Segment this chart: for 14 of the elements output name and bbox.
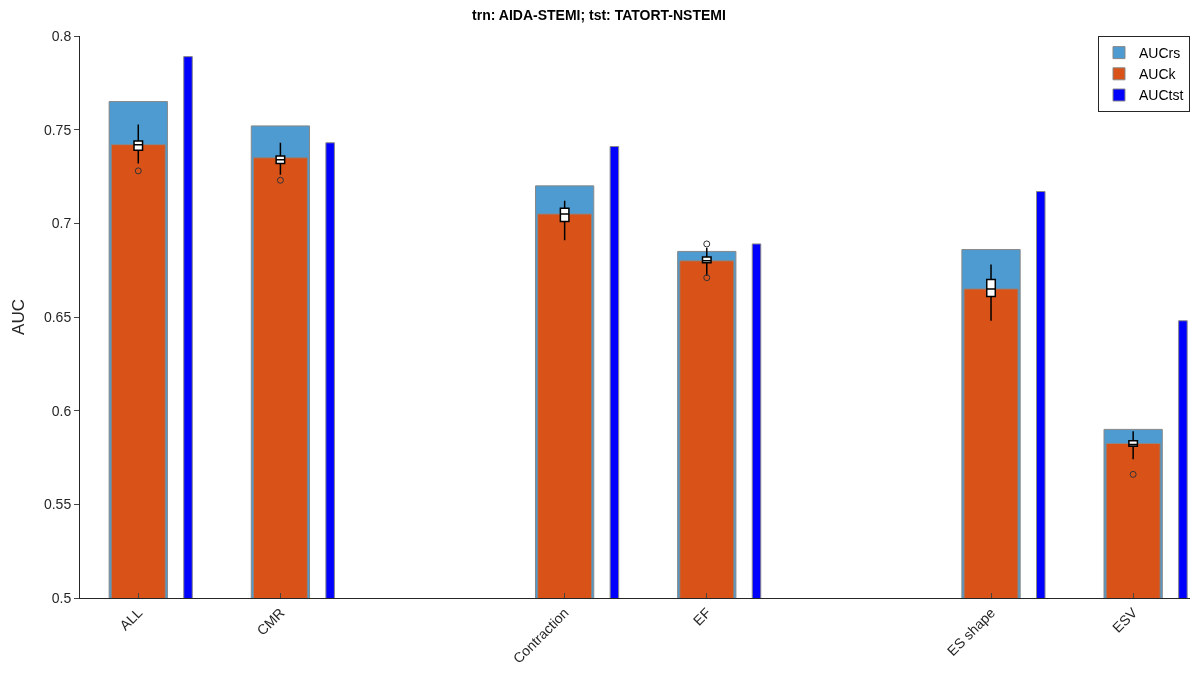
y-tick-label: 0.65: [43, 308, 72, 325]
y-tick-label: 0.5: [51, 589, 72, 606]
x-tick-label: EF: [689, 604, 714, 629]
y-tick-label: 0.55: [43, 496, 72, 513]
legend-label: AUCtst: [1139, 87, 1184, 104]
y-tick-label: 0.8: [51, 27, 72, 44]
chart-title: trn: AIDA-STEMI; tst: TATORT-NSTEMI: [472, 6, 726, 23]
y-tick-label: 0.75: [43, 121, 72, 138]
x-tick-label: ALL: [116, 604, 146, 634]
y-tick-label: 0.7: [51, 215, 72, 232]
legend-label: AUCk: [1139, 66, 1177, 83]
legend-label: AUCrs: [1139, 45, 1181, 62]
y-axis-title: AUC: [8, 299, 28, 335]
y-tick-label: 0.6: [51, 402, 72, 419]
